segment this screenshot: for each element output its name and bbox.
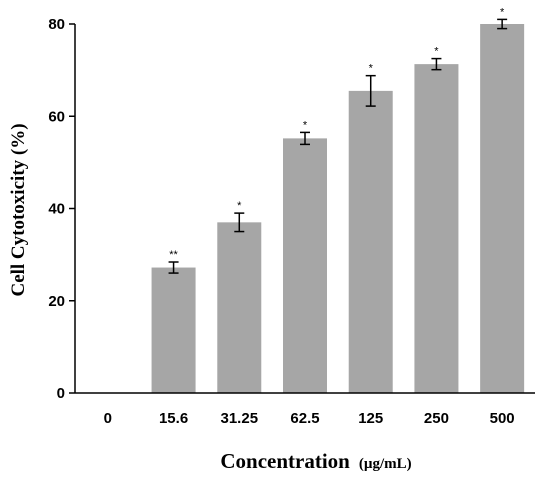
y-tick-label-60: 60	[48, 108, 65, 125]
x-tick-label-125: 125	[358, 410, 383, 427]
bar-31.25	[217, 222, 262, 393]
x-tick-label-0: 0	[104, 410, 112, 427]
y-tick-label-20: 20	[48, 293, 65, 310]
bar-62.5	[283, 138, 327, 393]
x-tick-label-31.25: 31.25	[221, 410, 259, 427]
x-ticks-group: 0 15.6 31.25 62.5 125 250 500	[104, 410, 515, 427]
y-tick-label-40: 40	[48, 201, 65, 218]
x-axis-title: Concentration (µg/mL)	[220, 449, 411, 473]
significance-label-125: *	[369, 63, 374, 75]
x-tick-label-15.6: 15.6	[159, 410, 188, 427]
significance-label-15.6: **	[169, 249, 178, 261]
x-axis-title-unit: (µg/mL)	[359, 456, 412, 472]
x-tick-label-500: 500	[490, 410, 515, 427]
bar-250	[414, 64, 459, 393]
significance-group: *******	[169, 6, 505, 261]
y-ticks-group: 0 20 40 60 80	[48, 16, 75, 402]
significance-label-500: *	[500, 6, 505, 18]
x-tick-label-250: 250	[424, 410, 449, 427]
x-tick-label-62.5: 62.5	[290, 410, 319, 427]
y-tick-label-0: 0	[57, 385, 65, 402]
bar-500	[480, 24, 525, 393]
x-axis-title-text: Concentration	[220, 449, 350, 473]
y-axis-title: Cell Cytotoxicity (%)	[8, 123, 29, 296]
bar-125	[348, 90, 393, 393]
bar-15.6	[151, 267, 196, 393]
significance-label-31.25: *	[237, 200, 242, 212]
significance-label-250: *	[434, 46, 439, 58]
significance-label-62.5: *	[303, 119, 308, 131]
error-bars-group	[168, 18, 508, 274]
bars-group	[151, 24, 525, 393]
y-tick-label-80: 80	[48, 16, 65, 33]
